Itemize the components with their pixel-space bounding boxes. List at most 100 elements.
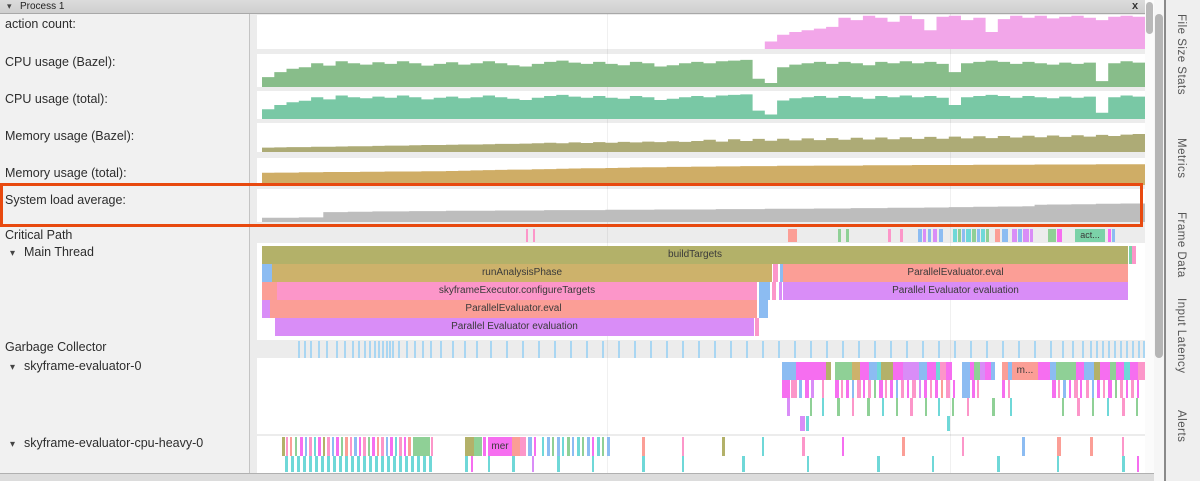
trace-tick bbox=[570, 341, 572, 358]
horizontal-scrollbar[interactable] bbox=[0, 473, 1154, 481]
trace-tick bbox=[885, 380, 887, 398]
trace-tick bbox=[1076, 362, 1084, 380]
trace-segment[interactable]: ParallelEvaluator.eval bbox=[783, 264, 1128, 282]
row-label-garbage-collector: Garbage Collector bbox=[5, 340, 106, 354]
timeline-track-area[interactable]: act... buildTargets runAnalysisPhase Parall… bbox=[250, 14, 1145, 473]
collapse-arrow-icon[interactable]: ▾ bbox=[7, 1, 12, 11]
trace-tick bbox=[1056, 362, 1076, 380]
trace-tick bbox=[405, 456, 408, 472]
trace-tick bbox=[368, 437, 370, 456]
trace-tick bbox=[992, 398, 995, 416]
row-label-memory-usage-bazel: Memory usage (Bazel): bbox=[5, 129, 134, 143]
trace-segment[interactable]: m... bbox=[1012, 362, 1038, 380]
page-scrollbar[interactable] bbox=[1154, 0, 1164, 481]
trace-tick bbox=[323, 437, 325, 456]
trace-tick bbox=[742, 456, 745, 472]
trace-tick bbox=[395, 437, 397, 456]
row-label-skyframe-evaluator-cpu-heavy-0[interactable]: ▾ skyframe-evaluator-cpu-heavy-0 bbox=[10, 436, 203, 450]
trace-tick bbox=[351, 456, 354, 472]
trace-tick bbox=[759, 282, 770, 300]
side-tab-metrics[interactable]: Metrics bbox=[1175, 138, 1187, 179]
trace-tick bbox=[869, 362, 877, 380]
row-label-main-thread[interactable]: ▾ Main Thread bbox=[10, 245, 94, 259]
side-tab-input-latency[interactable]: Input Latency bbox=[1175, 298, 1187, 374]
area-chart-memory-usage-total-[interactable] bbox=[250, 158, 1145, 185]
trace-tick bbox=[1072, 341, 1074, 358]
trace-tick bbox=[1136, 398, 1138, 416]
trace-tick bbox=[586, 341, 588, 358]
trace-tick bbox=[882, 398, 884, 416]
trace-segment[interactable]: skyframeExecutor.configureTargets bbox=[277, 282, 757, 300]
trace-tick bbox=[838, 229, 841, 242]
close-button[interactable]: x bbox=[1131, 0, 1139, 12]
trace-tick bbox=[962, 229, 965, 242]
trace-segment[interactable]: Parallel Evaluator evaluation bbox=[783, 282, 1128, 300]
expand-arrow-icon[interactable]: ▾ bbox=[10, 362, 16, 373]
trace-segment[interactable]: runAnalysisPhase bbox=[272, 264, 772, 282]
trace-tick bbox=[381, 437, 384, 456]
area-chart-cpu-usage-total-[interactable] bbox=[250, 91, 1145, 119]
trace-tick bbox=[534, 437, 536, 456]
trace-tick bbox=[918, 229, 922, 242]
trace-tick bbox=[860, 362, 869, 380]
trace-tick bbox=[772, 282, 776, 300]
area-chart-system-load-average[interactable] bbox=[250, 189, 1145, 222]
trace-segment[interactable]: buildTargets bbox=[262, 246, 1128, 264]
trace-segment[interactable]: Parallel Evaluator evaluation bbox=[275, 318, 754, 336]
side-tab-frame-data[interactable]: Frame Data bbox=[1175, 212, 1187, 278]
trace-tick bbox=[1090, 437, 1093, 456]
trace-tick bbox=[933, 229, 937, 242]
panel-scrollbar[interactable] bbox=[1145, 0, 1154, 473]
side-tab-alerts[interactable]: Alerts bbox=[1175, 410, 1187, 443]
trace-tick bbox=[1012, 229, 1017, 242]
trace-tick bbox=[906, 341, 908, 358]
trace-tick bbox=[788, 229, 797, 242]
trace-tick bbox=[810, 398, 812, 416]
trace-tick bbox=[805, 380, 809, 398]
area-chart-cpu-usage-bazel-[interactable] bbox=[250, 54, 1145, 87]
trace-tick bbox=[896, 380, 898, 398]
expand-arrow-icon[interactable]: ▾ bbox=[10, 439, 16, 450]
trace-tick bbox=[547, 437, 550, 456]
side-tab-file-size-stats[interactable]: File Size Stats bbox=[1175, 14, 1187, 95]
trace-tick bbox=[408, 437, 411, 456]
row-label-memory-usage-total: Memory usage (total): bbox=[5, 166, 127, 180]
trace-tick bbox=[1143, 341, 1145, 358]
trace-tick bbox=[1126, 380, 1128, 398]
trace-tick bbox=[1108, 380, 1112, 398]
trace-tick bbox=[1129, 246, 1132, 264]
trace-segment[interactable]: ParallelEvaluator.eval bbox=[270, 300, 757, 318]
trace-tick bbox=[1074, 380, 1078, 398]
trace-tick bbox=[881, 362, 893, 380]
trace-tick bbox=[936, 362, 940, 380]
trace-tick bbox=[714, 341, 716, 358]
trace-tick bbox=[874, 380, 876, 398]
trace-tick bbox=[946, 380, 950, 398]
trace-tick bbox=[835, 380, 839, 398]
trace-tick bbox=[262, 300, 270, 318]
trace-tick bbox=[1082, 341, 1084, 358]
expand-arrow-icon[interactable]: ▾ bbox=[10, 248, 16, 259]
area-chart-memory-usage-bazel-[interactable] bbox=[250, 123, 1145, 152]
trace-segment[interactable]: act... bbox=[1075, 229, 1105, 242]
trace-tick bbox=[846, 380, 849, 398]
trace-tick bbox=[780, 264, 783, 282]
trace-tick bbox=[940, 362, 946, 380]
panel-scrollbar-thumb[interactable] bbox=[1146, 2, 1153, 34]
trace-tick bbox=[837, 398, 840, 416]
trace-tick bbox=[826, 362, 831, 380]
trace-tick bbox=[1116, 362, 1124, 380]
trace-tick bbox=[930, 380, 932, 398]
row-label-text: Memory usage (Bazel): bbox=[5, 129, 135, 143]
area-chart-action-count[interactable] bbox=[250, 15, 1145, 49]
row-label-skyframe-evaluator-0[interactable]: ▾ skyframe-evaluator-0 bbox=[10, 359, 141, 373]
trace-tick bbox=[977, 229, 980, 242]
trace-segment[interactable]: mer bbox=[488, 437, 512, 456]
trace-tick bbox=[538, 341, 540, 358]
trace-tick bbox=[359, 437, 361, 456]
page-scrollbar-thumb[interactable] bbox=[1155, 14, 1163, 358]
row-label-text: CPU usage (Bazel): bbox=[5, 55, 116, 69]
trace-tick bbox=[592, 456, 594, 472]
trace-tick bbox=[1138, 362, 1145, 380]
